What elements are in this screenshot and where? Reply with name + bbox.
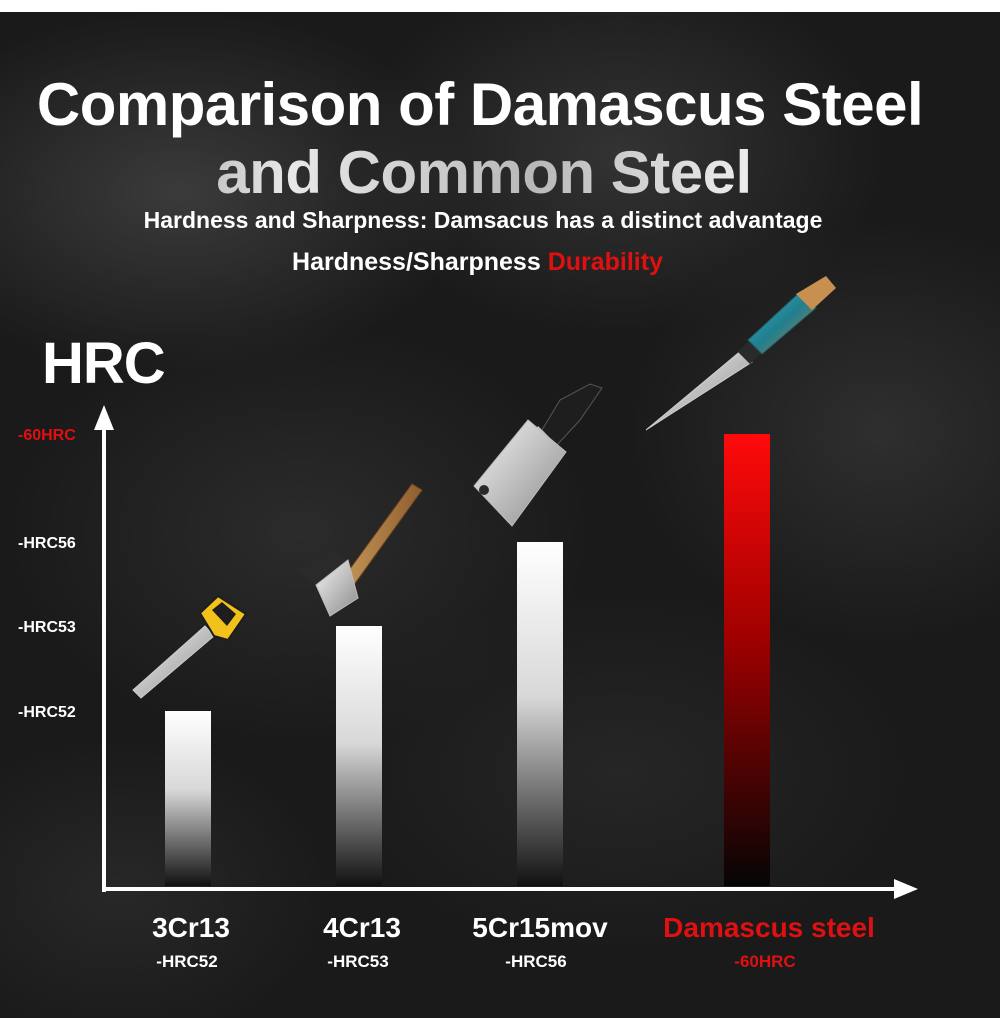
category-label-3: Damascus steel (663, 912, 875, 943)
title-line-2: and Common Steel (0, 138, 968, 207)
y-axis-arrowhead (94, 405, 114, 430)
bar-3 (724, 434, 770, 886)
category-label-2: 5Cr15mov (472, 912, 608, 943)
x-axis-arrowhead (894, 879, 918, 899)
chef-knife-icon (645, 276, 836, 431)
y-tick-label-2: -HRC56 (18, 535, 76, 552)
value-label-2: -HRC56 (505, 952, 566, 971)
value-label-3: -60HRC (734, 952, 795, 971)
top-strip (0, 0, 1000, 12)
value-label-0: -HRC52 (156, 952, 217, 971)
axe-icon (296, 483, 423, 617)
bar-2 (517, 542, 563, 886)
bar-1 (336, 626, 382, 886)
cleaver-icon (473, 383, 603, 527)
category-label-1: 4Cr13 (323, 912, 401, 943)
subtitle-red-text: Durability (547, 248, 663, 276)
subtitle: Hardness and Sharpness: Damsacus has a d… (143, 207, 823, 233)
title-line-1: Comparison of Damascus Steel (36, 71, 924, 138)
value-label-1: -HRC53 (327, 952, 388, 971)
subtitle-white-text: Hardness/Sharpness (292, 248, 541, 276)
subtitle-line-2: Hardness/Sharpness Durability (0, 248, 955, 277)
bar-0 (165, 711, 211, 886)
y-axis-title: HRC (42, 331, 166, 396)
y-tick-label-1: -HRC53 (18, 619, 76, 636)
y-tick-label-3: -60HRC (18, 427, 76, 444)
saw-icon (132, 594, 248, 699)
y-tick-label-0: -HRC52 (18, 704, 76, 721)
category-label-0: 3Cr13 (152, 912, 230, 943)
